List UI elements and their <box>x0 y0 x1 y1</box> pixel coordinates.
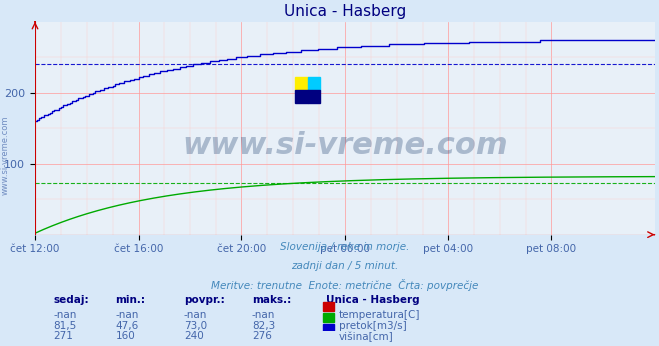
Text: 73,0: 73,0 <box>184 321 207 331</box>
Text: 276: 276 <box>252 331 272 342</box>
Text: Meritve: trenutne  Enote: metrične  Črta: povprečje: Meritve: trenutne Enote: metrične Črta: … <box>212 279 478 291</box>
Text: zadnji dan / 5 minut.: zadnji dan / 5 minut. <box>291 261 399 271</box>
FancyBboxPatch shape <box>323 302 334 311</box>
Text: temperatura[C]: temperatura[C] <box>339 310 420 320</box>
FancyBboxPatch shape <box>295 90 308 103</box>
Text: www.si-vreme.com: www.si-vreme.com <box>1 116 10 195</box>
FancyBboxPatch shape <box>323 324 334 333</box>
Text: 82,3: 82,3 <box>252 321 275 331</box>
Text: 240: 240 <box>184 331 204 342</box>
Text: 47,6: 47,6 <box>115 321 139 331</box>
Text: sedaj:: sedaj: <box>53 295 89 304</box>
Text: 160: 160 <box>115 331 135 342</box>
Text: -nan: -nan <box>53 310 77 320</box>
FancyBboxPatch shape <box>308 77 320 90</box>
Text: 271: 271 <box>53 331 74 342</box>
Title: Unica - Hasberg: Unica - Hasberg <box>284 4 406 19</box>
Text: 81,5: 81,5 <box>53 321 77 331</box>
Text: min.:: min.: <box>115 295 146 304</box>
Text: www.si-vreme.com: www.si-vreme.com <box>182 131 507 160</box>
FancyBboxPatch shape <box>308 90 320 103</box>
Text: -nan: -nan <box>184 310 207 320</box>
Text: pretok[m3/s]: pretok[m3/s] <box>339 321 407 331</box>
Text: višina[cm]: višina[cm] <box>339 331 393 342</box>
Text: Slovenija / reke in morje.: Slovenija / reke in morje. <box>280 243 410 252</box>
Text: -nan: -nan <box>115 310 139 320</box>
Text: povpr.:: povpr.: <box>184 295 225 304</box>
Text: maks.:: maks.: <box>252 295 291 304</box>
Text: Unica - Hasberg: Unica - Hasberg <box>326 295 420 304</box>
FancyBboxPatch shape <box>323 313 334 322</box>
FancyBboxPatch shape <box>295 77 308 90</box>
Text: -nan: -nan <box>252 310 275 320</box>
